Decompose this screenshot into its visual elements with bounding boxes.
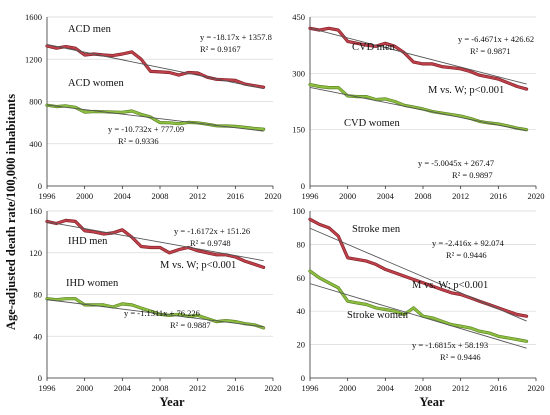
y-tick-label: 300 [292, 68, 305, 78]
significance-annotation: M vs. W; p<0.001 [160, 260, 236, 271]
y-tick-label: 400 [29, 139, 42, 149]
trendline [46, 221, 264, 262]
y-tick-label: 150 [292, 125, 305, 135]
trendline [46, 104, 264, 132]
trend-equation: y = -10.732x + 777.09 [108, 124, 184, 134]
trendline [309, 283, 527, 349]
trend-r2: R² = 0.9446 [440, 352, 481, 362]
series-label: CVD women [344, 118, 400, 129]
x-tick-label: 2004 [114, 191, 132, 201]
trend-r2: R² = 0.9897 [452, 170, 493, 180]
x-tick-label: 2008 [415, 191, 432, 201]
series-label: ACD women [68, 78, 124, 89]
series-line-outline [308, 217, 529, 318]
x-tick-label: 2012 [189, 191, 206, 201]
series-line [309, 270, 528, 343]
y-tick-label: 1600 [25, 12, 42, 22]
x-tick-label: 2016 [490, 191, 507, 201]
y-tick-label: 80 [34, 290, 43, 300]
significance-annotation: M vs. W; p<0.001 [412, 280, 488, 291]
trend-equation: y = -1.6172x + 151.26 [174, 226, 250, 236]
x-tick-label: 2020 [528, 383, 545, 393]
trendline [46, 299, 264, 328]
significance-annotation: M vs. W; p<0.001 [428, 85, 504, 96]
trend-equation: y = -18.17x + 1357.8 [200, 32, 272, 42]
x-tick-label: 1996 [39, 191, 56, 201]
x-tick-label: 2020 [528, 191, 545, 201]
x-tick-label: 2000 [339, 383, 356, 393]
x-tick-label: 2004 [377, 191, 395, 201]
trend-r2: R² = 0.9167 [200, 44, 241, 54]
trendline [309, 227, 527, 322]
chart-panel-2: 0 150 300 450 1996 2000 2004 2008 2012 2016 2020 CV… [292, 12, 544, 201]
series-label: IHD women [66, 278, 119, 289]
chart-panel-1: 0 400 800 1200 1600 1996 2000 2004 2008 2012 2016 2… [25, 12, 282, 201]
trend-equation: y = -1.1311x + 76.226 [124, 308, 200, 318]
trendline [309, 27, 527, 85]
trend-equation: y = -1.6815x + 58.193 [412, 340, 488, 350]
series-line [46, 45, 265, 89]
y-tick-label: 80 [297, 239, 306, 249]
trendline [309, 86, 527, 132]
series-label: Stroke women [347, 310, 409, 321]
y-tick-label: 120 [29, 248, 42, 258]
trend-equation: y = -2.416x + 92.074 [432, 238, 505, 248]
x-axis-label-left: Year [160, 395, 185, 409]
trend-r2: R² = 0.9446 [446, 250, 487, 260]
y-tick-label: 0 [38, 373, 42, 383]
series-label: ACD men [68, 24, 112, 35]
y-tick-label: 0 [301, 373, 305, 383]
x-tick-label: 1996 [302, 383, 319, 393]
series-label: CVD men [352, 42, 396, 53]
x-tick-label: 2000 [76, 383, 93, 393]
x-tick-label: 2012 [452, 383, 469, 393]
y-tick-label: 60 [297, 273, 306, 283]
trend-r2: R² = 0.9336 [118, 136, 159, 146]
chart-panel-4: 0 20 40 60 80 100 1996 2000 2004 2008 2012 2016 2020… [292, 206, 544, 393]
trend-r2: R² = 0.9748 [190, 238, 231, 248]
y-tick-label: 160 [29, 206, 42, 216]
y-tick-label: 0 [38, 181, 42, 191]
chart-panel-3: 0 40 80 120 160 1996 2000 2004 2008 2012 2016 2020 I… [29, 206, 281, 393]
trend-r2: R² = 0.9871 [470, 46, 511, 56]
x-tick-label: 2012 [189, 383, 206, 393]
y-tick-label: 20 [297, 340, 306, 350]
series-line [309, 27, 528, 91]
y-tick-label: 0 [301, 181, 305, 191]
x-tick-label: 1996 [39, 383, 56, 393]
x-tick-label: 2020 [265, 191, 282, 201]
y-axis-label: Age-adjusted death rate/100,000 inhabita… [4, 94, 18, 330]
x-tick-label: 2004 [377, 383, 395, 393]
y-tick-label: 100 [292, 206, 305, 216]
x-tick-label: 2016 [227, 383, 244, 393]
series-line [46, 104, 265, 131]
y-tick-label: 40 [297, 306, 306, 316]
x-tick-label: 2016 [490, 383, 507, 393]
x-tick-label: 2012 [452, 191, 469, 201]
series-label: Stroke men [352, 224, 401, 235]
x-tick-label: 2016 [227, 191, 244, 201]
x-tick-label: 2020 [265, 383, 282, 393]
x-tick-label: 1996 [302, 191, 319, 201]
trend-r2: R² = 0.9887 [170, 320, 211, 330]
y-tick-label: 40 [34, 331, 43, 341]
y-tick-label: 800 [29, 97, 42, 107]
series-line [309, 218, 528, 318]
series-label: IHD men [68, 236, 108, 247]
y-tick-label: 450 [292, 12, 305, 22]
trendline [46, 44, 264, 90]
trend-equation: y = -6.4671x + 426.62 [458, 34, 534, 44]
x-tick-label: 2008 [415, 383, 432, 393]
trend-equation: y = -5.0045x + 267.47 [418, 158, 494, 168]
y-tick-label: 1200 [25, 54, 42, 64]
x-axis-label-right: Year [420, 395, 445, 409]
x-tick-label: 2004 [114, 383, 132, 393]
series-line [46, 219, 265, 269]
x-tick-label: 2008 [152, 191, 169, 201]
x-tick-label: 2008 [152, 383, 169, 393]
x-tick-label: 2000 [339, 191, 356, 201]
x-tick-label: 2000 [76, 191, 93, 201]
